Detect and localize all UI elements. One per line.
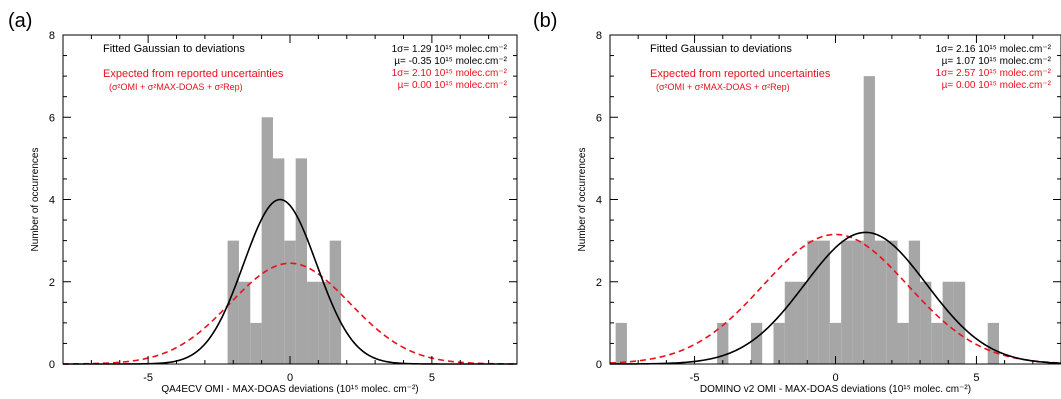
panel-b-fit-mu: µ= 1.07 10¹⁵ molec.cm⁻² — [942, 56, 1052, 67]
panel-a-y-axis-label: Number of occurrences — [30, 148, 41, 252]
panel-a-fit-title: Fitted Gaussian to deviations — [103, 43, 245, 55]
panel-b-expected-formula: (σ²OMI + σ²MAX-DOAS + σ²Rep) — [656, 82, 790, 92]
panel-b-bar — [796, 281, 808, 364]
panel-b-bar — [784, 281, 797, 364]
panel-b-bar — [750, 322, 763, 364]
panel-b-bar — [773, 322, 785, 364]
panel-a-y-tick-label: 2 — [49, 277, 55, 289]
panel-b-expected-curve — [609, 233, 1061, 364]
panel-b-x-tick-label: -5 — [690, 372, 700, 384]
panel-a-x-tick-label: -5 — [143, 372, 153, 384]
panel-b-y-tick-label: 2 — [596, 277, 602, 289]
panel-b-bar — [874, 240, 887, 364]
panel-a-bar — [284, 240, 296, 364]
panel-b-bar — [908, 240, 921, 364]
panel-b-bar — [942, 281, 954, 364]
panel-b-bar — [829, 322, 842, 364]
panel-b-bar — [931, 322, 943, 364]
panel-a-x-tick-label: 5 — [429, 372, 435, 384]
panel-b-expected-title: Expected from reported uncertainties — [650, 68, 831, 80]
panel-b-y-tick-label: 4 — [596, 195, 602, 207]
panel-b-label: (b) — [533, 10, 557, 32]
panel-b-bar — [615, 322, 627, 364]
panel-a-y-tick-label: 0 — [49, 359, 55, 371]
panel-a-bar — [261, 117, 273, 364]
panel-b-y-tick-label: 6 — [596, 112, 602, 124]
panel-a-bar — [295, 158, 308, 364]
panel-b-bar — [841, 240, 853, 364]
panel-b-bar — [818, 240, 830, 364]
panel-a-bar — [272, 158, 285, 364]
panel-b-x-tick-label: 5 — [973, 372, 979, 384]
panel-b-bar — [886, 240, 898, 364]
panel-a-expected-formula: (σ²OMI + σ²MAX-DOAS + σ²Rep) — [109, 82, 243, 92]
panel-b-bar — [852, 240, 864, 364]
panel-a-bars — [227, 117, 342, 364]
panel-b-bar — [920, 281, 932, 364]
panel-b-chart: (b) -5 0 5 0 2 4 6 8 DOMINO v2 OMI - MAX-DOAS dev… — [533, 10, 1061, 395]
panel-b-fit-title: Fitted Gaussian to deviations — [650, 43, 792, 55]
panel-a-x-axis-label: QA4ECV OMI - MAX-DOAS deviations (10¹⁵ m… — [161, 384, 418, 395]
panel-a-expected-mu: µ= 0.00 10¹⁵ molec.cm⁻² — [398, 80, 508, 91]
panel-a-expected-curve — [62, 262, 518, 365]
panel-b-fit-sigma: 1σ= 2.16 10¹⁵ molec.cm⁻² — [936, 44, 1052, 55]
panel-a-chart: (a) -5 0 5 0 2 4 6 8 QA4ECV OMI - MAX-DOAS deviat… — [8, 10, 518, 395]
panel-b-bar — [863, 76, 875, 364]
panel-b-bar — [987, 322, 999, 364]
panel-b-x-axis-label: DOMINO v2 OMI - MAX-DOAS deviations (10¹… — [700, 384, 971, 395]
panel-a-y-tick-label: 8 — [49, 30, 55, 42]
panel-a-fit-mu: µ= -0.35 10¹⁵ molec.cm⁻² — [394, 56, 507, 67]
panel-b-y-axis-label: Number of occurrences — [577, 148, 588, 252]
panel-a-y-tick-label: 6 — [49, 112, 55, 124]
panel-a-fit-sigma: 1σ= 1.29 10¹⁵ molec.cm⁻² — [392, 44, 508, 55]
panel-b-y-tick-label: 0 — [596, 359, 602, 371]
panel-a-bar — [227, 240, 239, 364]
panel-b-bars — [615, 76, 999, 364]
panel-a-bar — [307, 281, 319, 364]
panel-a-x-tick-label: 0 — [287, 372, 293, 384]
panel-a-bar — [329, 240, 342, 364]
panel-a-bar — [318, 281, 330, 364]
panel-a-y-tick-label: 4 — [49, 195, 55, 207]
panel-b-expected-sigma: 1σ= 2.57 10¹⁵ molec.cm⁻² — [936, 68, 1052, 79]
panel-b-bar — [807, 240, 819, 364]
panel-b-fitted-curve — [610, 231, 1061, 365]
panel-b-bar — [717, 322, 729, 364]
panel-a-bar — [250, 322, 262, 364]
panel-b-x-tick-label: 0 — [832, 372, 838, 384]
panel-a-label: (a) — [8, 10, 32, 32]
panel-a-expected-title: Expected from reported uncertainties — [103, 68, 284, 80]
panel-b-expected-mu: µ= 0.00 10¹⁵ molec.cm⁻² — [942, 80, 1052, 91]
panel-a-bar — [238, 281, 251, 364]
panel-b-bar — [897, 322, 909, 364]
panel-a-expected-sigma: 1σ= 2.10 10¹⁵ molec.cm⁻² — [392, 68, 508, 79]
panel-b-y-tick-label: 8 — [596, 30, 602, 42]
